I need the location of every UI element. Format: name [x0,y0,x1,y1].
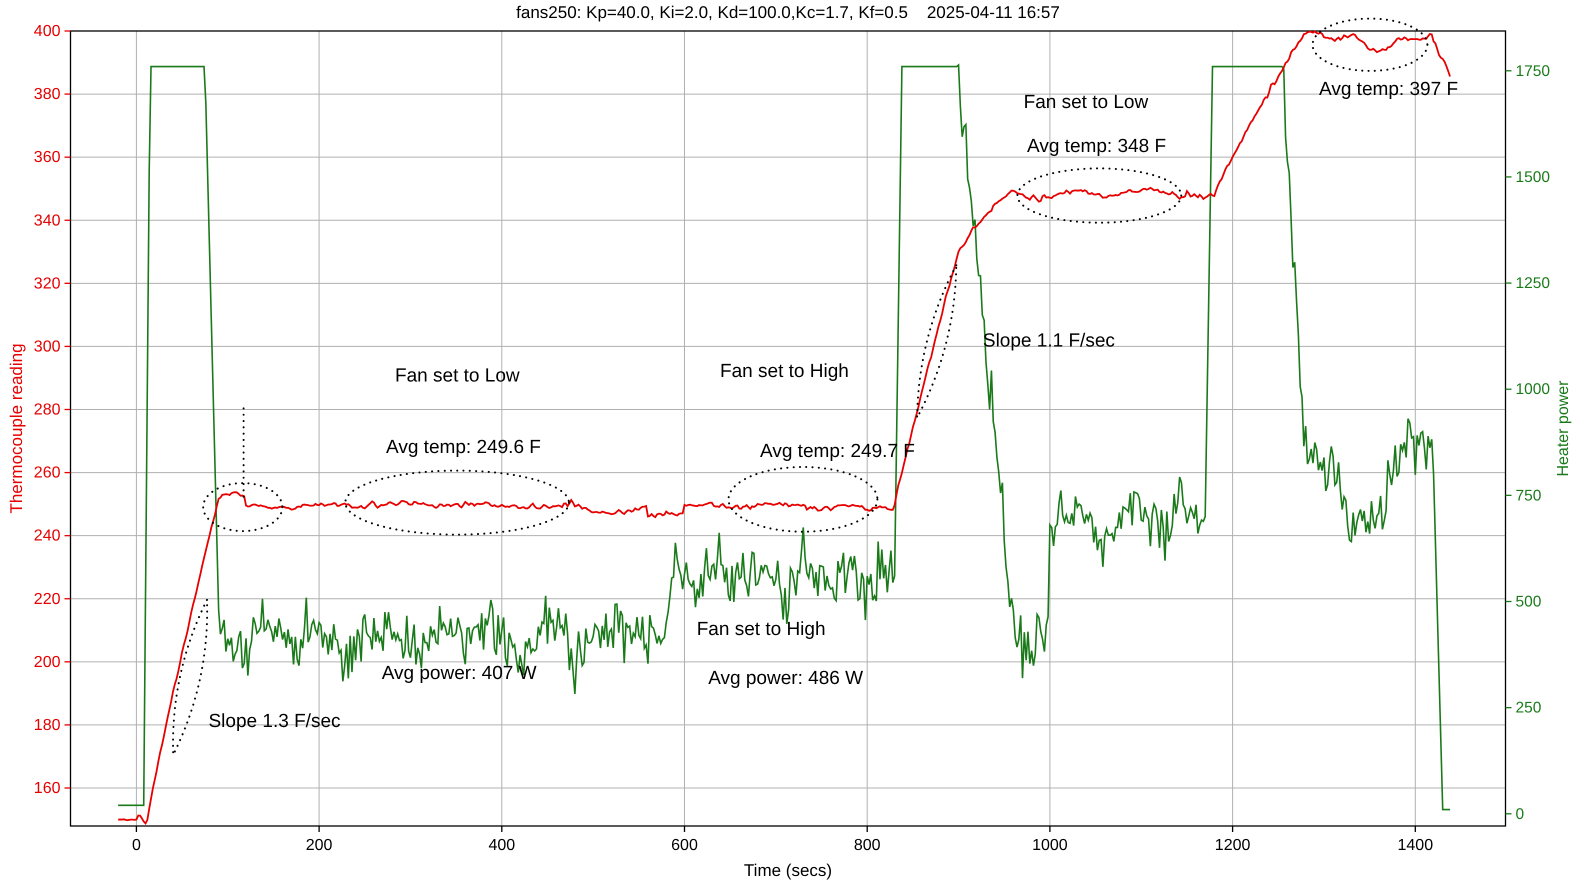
svg-text:Fan set to High: Fan set to High [720,361,849,382]
svg-text:200: 200 [34,654,61,671]
svg-text:360: 360 [34,149,61,166]
svg-text:Avg temp: 249.6 F: Avg temp: 249.6 F [386,437,541,458]
svg-text:1250: 1250 [1516,275,1551,292]
svg-text:1200: 1200 [1215,837,1251,854]
svg-text:250: 250 [1516,700,1542,717]
svg-text:Avg temp: 397 F: Avg temp: 397 F [1319,79,1458,100]
svg-text:200: 200 [306,837,333,854]
svg-text:500: 500 [1516,594,1542,611]
svg-text:260: 260 [34,465,61,482]
svg-text:400: 400 [34,23,61,40]
svg-text:Avg power: 407 W: Avg power: 407 W [382,663,537,684]
svg-text:1400: 1400 [1398,837,1434,854]
svg-text:280: 280 [34,402,61,419]
svg-text:240: 240 [34,528,61,545]
svg-text:1000: 1000 [1032,837,1068,854]
svg-text:320: 320 [34,275,61,292]
svg-text:Avg temp: 249.7 F: Avg temp: 249.7 F [760,441,915,462]
svg-text:Fan set to Low: Fan set to Low [1024,92,1149,113]
svg-text:0: 0 [1516,806,1525,823]
svg-text:1000: 1000 [1516,381,1551,398]
svg-text:300: 300 [34,338,61,355]
svg-text:380: 380 [34,86,61,103]
svg-text:1750: 1750 [1516,63,1551,80]
svg-text:Avg power: 486 W: Avg power: 486 W [708,668,863,689]
svg-text:160: 160 [34,780,61,797]
svg-text:Fan set to High: Fan set to High [697,619,826,640]
svg-text:750: 750 [1516,487,1542,504]
svg-text:Slope 1.3 F/sec: Slope 1.3 F/sec [209,711,341,732]
svg-text:Avg temp: 348 F: Avg temp: 348 F [1027,136,1166,157]
svg-text:340: 340 [34,212,61,229]
svg-text:Heater power: Heater power [1555,380,1572,477]
svg-text:Thermocouple reading: Thermocouple reading [7,343,26,513]
svg-text:fans250: Kp=40.0, Ki=2.0, Kd=1: fans250: Kp=40.0, Ki=2.0, Kd=100.0,Kc=1.… [516,3,1060,22]
svg-text:Slope 1.1 F/sec: Slope 1.1 F/sec [983,331,1115,352]
svg-text:600: 600 [671,837,698,854]
svg-text:0: 0 [132,837,141,854]
svg-text:1500: 1500 [1516,169,1551,186]
svg-text:180: 180 [34,717,61,734]
svg-text:Fan set to Low: Fan set to Low [395,366,520,387]
svg-text:400: 400 [488,837,515,854]
svg-text:800: 800 [854,837,881,854]
svg-text:Time (secs): Time (secs) [744,861,832,880]
svg-text:220: 220 [34,591,61,608]
